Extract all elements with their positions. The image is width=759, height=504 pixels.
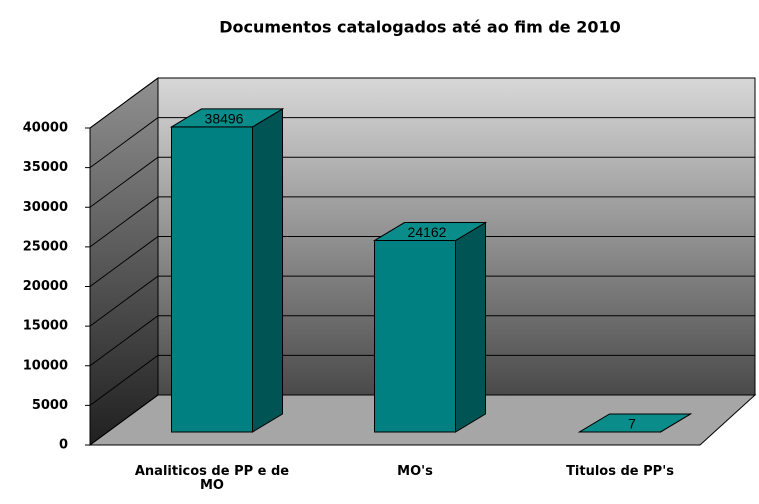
x-tick-label: MO's: [397, 464, 433, 479]
bar-side: [455, 221, 486, 433]
bar: [171, 126, 253, 433]
chart-title: Documentos catalogados até ao fim de 201…: [219, 18, 621, 37]
bar-top: [372, 222, 488, 242]
data-label: 24162: [408, 224, 447, 240]
grid-line: [89, 77, 755, 129]
y-tick-label: 0: [59, 438, 68, 453]
bar-side: [252, 108, 283, 433]
grid-line: [89, 156, 755, 208]
grid-line: [89, 394, 755, 446]
bar-top: [577, 413, 693, 433]
grid-line: [89, 315, 755, 367]
y-tick-label: 5000: [32, 398, 68, 413]
bar: [374, 240, 456, 433]
grid-line: [89, 196, 755, 248]
y-tick-label: 20000: [23, 279, 68, 294]
y-tick-label: 15000: [23, 319, 68, 334]
y-tick-label: 30000: [23, 200, 68, 215]
grid-line: [89, 236, 755, 287]
y-tick-label: 25000: [23, 239, 68, 254]
y-tick-label: 40000: [23, 121, 68, 136]
data-label: 38496: [205, 111, 244, 127]
y-tick-label: 10000: [23, 358, 68, 373]
data-label: 7: [628, 416, 636, 432]
x-tick-label: Analiticos de PP e de MO: [134, 464, 290, 493]
grid-line: [89, 275, 755, 327]
grid-line: [89, 117, 755, 169]
y-tick-label: 35000: [23, 160, 68, 175]
grid-line: [89, 354, 755, 406]
bar-top: [169, 108, 285, 128]
x-tick-label: Titulos de PP's: [566, 464, 674, 479]
